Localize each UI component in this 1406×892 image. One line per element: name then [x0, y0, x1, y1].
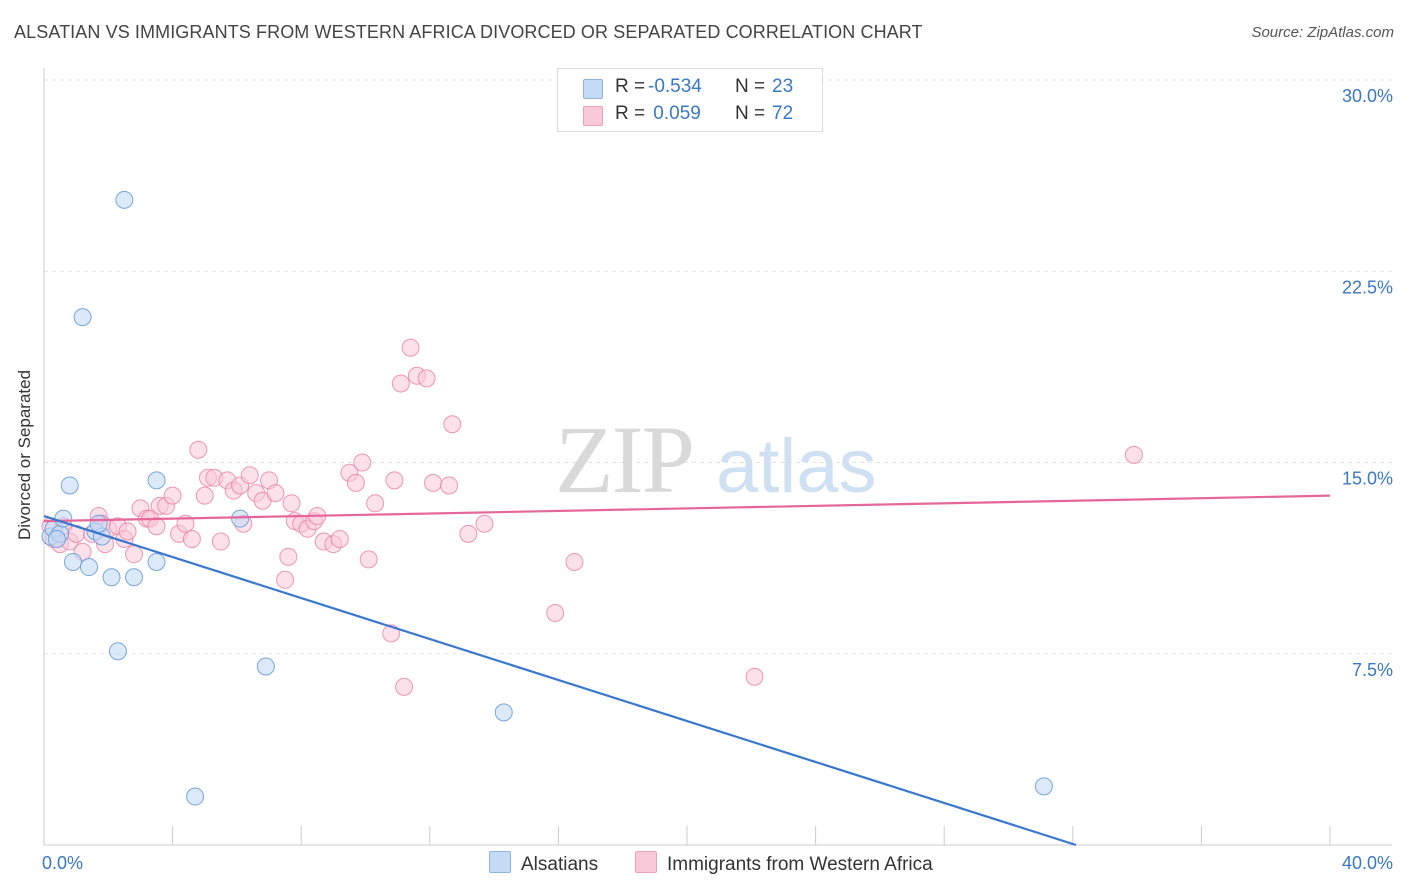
point-immigrants — [163, 486, 182, 505]
point-alsatians — [60, 476, 79, 495]
point-immigrants — [189, 440, 208, 459]
y-tick-label: 30.0% — [1342, 86, 1393, 106]
point-immigrants — [546, 603, 565, 622]
trend-line-immigrants — [43, 494, 1331, 523]
point-immigrants — [279, 547, 298, 566]
point-alsatians — [63, 552, 82, 571]
point-immigrants — [395, 677, 414, 696]
point-alsatians — [494, 703, 513, 722]
point-alsatians — [125, 568, 144, 587]
point-alsatians — [47, 530, 66, 548]
point-alsatians — [80, 558, 99, 577]
legend-r-value: 0.059 — [648, 103, 701, 124]
series-alsatians-points — [41, 190, 1053, 806]
legend-n-label: N = — [735, 103, 766, 124]
point-immigrants — [330, 530, 349, 548]
legend-row-immigrants: R = 0.059 N = 72 — [558, 100, 822, 128]
point-immigrants — [401, 338, 420, 357]
point-alsatians — [256, 657, 275, 676]
point-alsatians — [147, 552, 166, 571]
point-immigrants — [440, 476, 459, 495]
point-immigrants — [424, 473, 443, 492]
point-alsatians — [1034, 777, 1053, 796]
point-immigrants — [565, 552, 584, 571]
point-immigrants — [276, 570, 295, 589]
grid-layer — [44, 79, 1392, 655]
point-immigrants — [118, 522, 137, 541]
point-alsatians — [102, 568, 121, 587]
legend-swatch-immigrants — [583, 106, 603, 126]
x-tick-label: 40.0% — [1342, 853, 1393, 873]
point-immigrants — [459, 524, 478, 543]
y-tick-label: 15.0% — [1342, 469, 1393, 489]
legend-r-label: R = — [615, 76, 646, 97]
point-immigrants — [282, 494, 301, 513]
bottom-legend-alsatians: Alsatians — [489, 851, 598, 876]
point-alsatians — [73, 308, 92, 327]
legend-box: R = -0.534 N = 23 R = 0.059 N = 72 — [557, 68, 823, 132]
point-immigrants — [353, 453, 372, 472]
point-immigrants — [1124, 445, 1143, 464]
watermark: ZIP atlas — [555, 406, 877, 513]
bottom-legend-label-alsatians: Alsatians — [521, 854, 599, 875]
point-immigrants — [195, 486, 214, 505]
point-alsatians — [231, 509, 250, 528]
axis-layer — [43, 68, 1392, 846]
x-tick-label: 0.0% — [42, 853, 83, 873]
point-alsatians — [186, 787, 205, 806]
point-immigrants — [266, 484, 285, 503]
point-immigrants — [240, 466, 259, 485]
bottom-legend-label-immigrants: Immigrants from Western Africa — [667, 854, 933, 875]
legend-n-value: 23 — [772, 76, 794, 97]
bottom-legend-swatch-immigrants — [635, 851, 657, 873]
point-immigrants — [391, 374, 410, 393]
point-immigrants — [475, 514, 494, 533]
source-label: Source: ZipAtlas.com — [1251, 24, 1394, 41]
legend-n-label: N = — [735, 76, 766, 97]
legend-r-label: R = — [615, 103, 646, 124]
y-tick-label: 22.5% — [1342, 277, 1393, 297]
legend-n-value: 72 — [772, 103, 794, 124]
y-axis-label: Divorced or Separated — [15, 369, 34, 541]
point-immigrants — [359, 550, 378, 569]
chart-title: ALSATIAN VS IMMIGRANTS FROM WESTERN AFRI… — [14, 22, 923, 42]
point-immigrants — [182, 530, 201, 548]
trend-lines — [43, 494, 1331, 847]
legend-r-value: -0.534 — [648, 76, 702, 97]
point-immigrants — [417, 369, 436, 388]
point-alsatians — [108, 642, 127, 661]
trend-line-alsatians — [43, 515, 1077, 847]
point-immigrants — [147, 517, 166, 536]
point-alsatians — [89, 514, 108, 533]
point-alsatians — [115, 190, 134, 209]
watermark-zip: ZIP — [555, 406, 693, 513]
legend-swatch-alsatians — [583, 79, 603, 99]
point-immigrants — [745, 667, 764, 686]
legend-row-alsatians: R = -0.534 N = 23 — [558, 73, 822, 101]
watermark-atlas: atlas — [716, 424, 877, 509]
point-immigrants — [211, 532, 230, 551]
bottom-legend-immigrants: Immigrants from Western Africa — [635, 851, 933, 876]
point-alsatians — [147, 471, 166, 490]
point-immigrants — [443, 415, 462, 434]
point-immigrants — [385, 471, 404, 490]
tick-labels: 7.5% 15.0% 22.5% 30.0% 0.0% 40.0% — [42, 86, 1393, 873]
point-immigrants — [346, 473, 365, 492]
y-tick-label: 7.5% — [1352, 660, 1393, 680]
bottom-legend-swatch-alsatians — [489, 851, 511, 873]
point-immigrants — [366, 494, 385, 513]
point-immigrants — [125, 545, 144, 564]
